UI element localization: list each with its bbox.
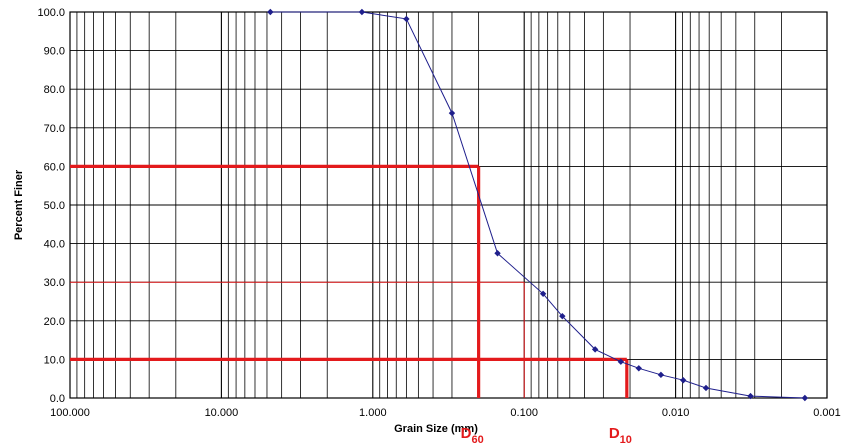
data-point (559, 312, 566, 320)
data-point (680, 377, 687, 384)
data-point (801, 394, 809, 402)
y-axis-title: Percent Finer (13, 169, 25, 240)
x-tick-label: 1.000 (359, 407, 387, 419)
data-series (267, 8, 809, 402)
y-tick-label: 30.0 (44, 277, 65, 289)
y-tick-label: 100.0 (37, 7, 65, 19)
data-point (657, 371, 665, 379)
data-point (539, 290, 547, 297)
y-tick-label: 80.0 (44, 84, 65, 96)
y-tick-labels: 0.0 10.0 20.0 30.0 40.0 50.0 60.0 70.0 80.0 90.0 1… (37, 7, 65, 405)
plot-frame (69, 11, 828, 399)
data-point (267, 8, 274, 16)
y-tick-label: 20.0 (44, 316, 65, 328)
grid-lines (70, 11, 828, 399)
data-point (617, 358, 625, 365)
y-tick-label: 10.0 (44, 354, 65, 366)
y-tick-label: 90.0 (44, 46, 65, 58)
y-tick-label: 70.0 (44, 123, 65, 135)
data-point (448, 109, 456, 117)
y-tick-label: 50.0 (44, 200, 65, 212)
x-tick-label: 0.010 (662, 407, 690, 419)
data-point (494, 250, 501, 257)
data-point (403, 15, 410, 23)
x-tick-label: 10.000 (205, 407, 239, 419)
x-tick-label: 100.000 (50, 407, 90, 419)
x-axis-title: Grain Size (mm) (394, 423, 478, 435)
d10-label: D10 (609, 425, 632, 446)
d60-label: D60 (461, 425, 484, 446)
data-point (591, 346, 599, 353)
x-tick-labels: 100.000 10.000 1.000 0.100 0.010 0.001 (50, 407, 841, 419)
y-tick-label: 0.0 (50, 393, 65, 405)
y-tick-label: 40.0 (44, 239, 65, 251)
x-tick-label: 0.001 (813, 407, 841, 419)
data-point (702, 384, 710, 392)
d-value-annotations (70, 164, 629, 398)
x-tick-label: 0.100 (510, 407, 538, 419)
y-tick-label: 60.0 (44, 161, 65, 173)
data-point (635, 365, 643, 372)
data-point (747, 392, 754, 400)
data-point (358, 8, 366, 16)
